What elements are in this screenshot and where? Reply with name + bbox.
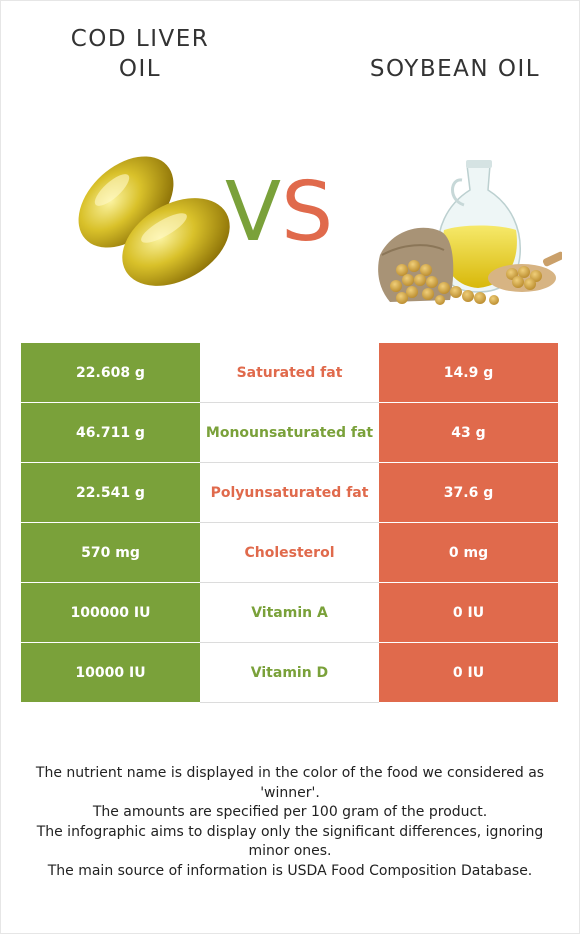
mid-divider (200, 702, 379, 703)
footer-line-amounts: The amounts are specified per 100 gram o… (92, 804, 488, 820)
versus-s: S (281, 165, 334, 260)
nutrient-name: Cholesterol (200, 523, 379, 582)
right-value: 0 IU (379, 583, 558, 642)
nutrient-row: 570 mg Cholesterol 0 mg (21, 523, 558, 583)
versus-v: V (225, 165, 282, 260)
right-food-title: SOYBEAN OIL (369, 56, 541, 82)
right-value: 37.6 g (379, 463, 558, 522)
right-value: 0 mg (379, 523, 558, 582)
nutrient-row: 46.711 g Monounsaturated fat 43 g (21, 403, 558, 463)
left-food-title: COD LIVER OIL (40, 24, 240, 84)
left-food-title-line1: COD LIVER (70, 26, 210, 52)
left-value: 22.608 g (21, 343, 200, 402)
nutrient-name: Saturated fat (200, 343, 379, 402)
footer-line-aims: The infographic aims to display only the… (36, 823, 544, 860)
nutrient-row: 22.541 g Polyunsaturated fat 37.6 g (21, 463, 558, 523)
mid-divider (200, 582, 379, 583)
soybean-oil-image (378, 160, 562, 305)
nutrient-name: Polyunsaturated fat (200, 463, 379, 522)
mid-divider (200, 462, 379, 463)
footer-notes: The nutrient name is displayed in the co… (20, 764, 560, 881)
versus-label: VS (225, 168, 333, 258)
right-value: 14.9 g (379, 343, 558, 402)
nutrient-name: Vitamin A (200, 583, 379, 642)
right-value: 43 g (379, 403, 558, 462)
nutrient-name: Vitamin D (200, 643, 379, 702)
nutrient-row: 22.608 g Saturated fat 14.9 g (21, 343, 558, 403)
left-food-title-line2: OIL (118, 56, 162, 82)
cod-liver-oil-capsules-image (78, 156, 230, 286)
left-value: 570 mg (21, 523, 200, 582)
footer-line-source: The main source of information is USDA F… (47, 862, 533, 879)
mid-divider (200, 642, 379, 643)
left-value: 22.541 g (21, 463, 200, 522)
footer-line-winner: The nutrient name is displayed in the co… (35, 765, 545, 801)
left-value: 10000 IU (21, 643, 200, 702)
nutrient-name: Monounsaturated fat (200, 403, 379, 462)
left-value: 46.711 g (21, 403, 200, 462)
right-value: 0 IU (379, 643, 558, 702)
mid-divider (200, 402, 379, 403)
nutrient-comparison-table: 22.608 g Saturated fat 14.9 g 46.711 g Monou… (21, 343, 558, 703)
left-value: 100000 IU (21, 583, 200, 642)
mid-divider (200, 522, 379, 523)
